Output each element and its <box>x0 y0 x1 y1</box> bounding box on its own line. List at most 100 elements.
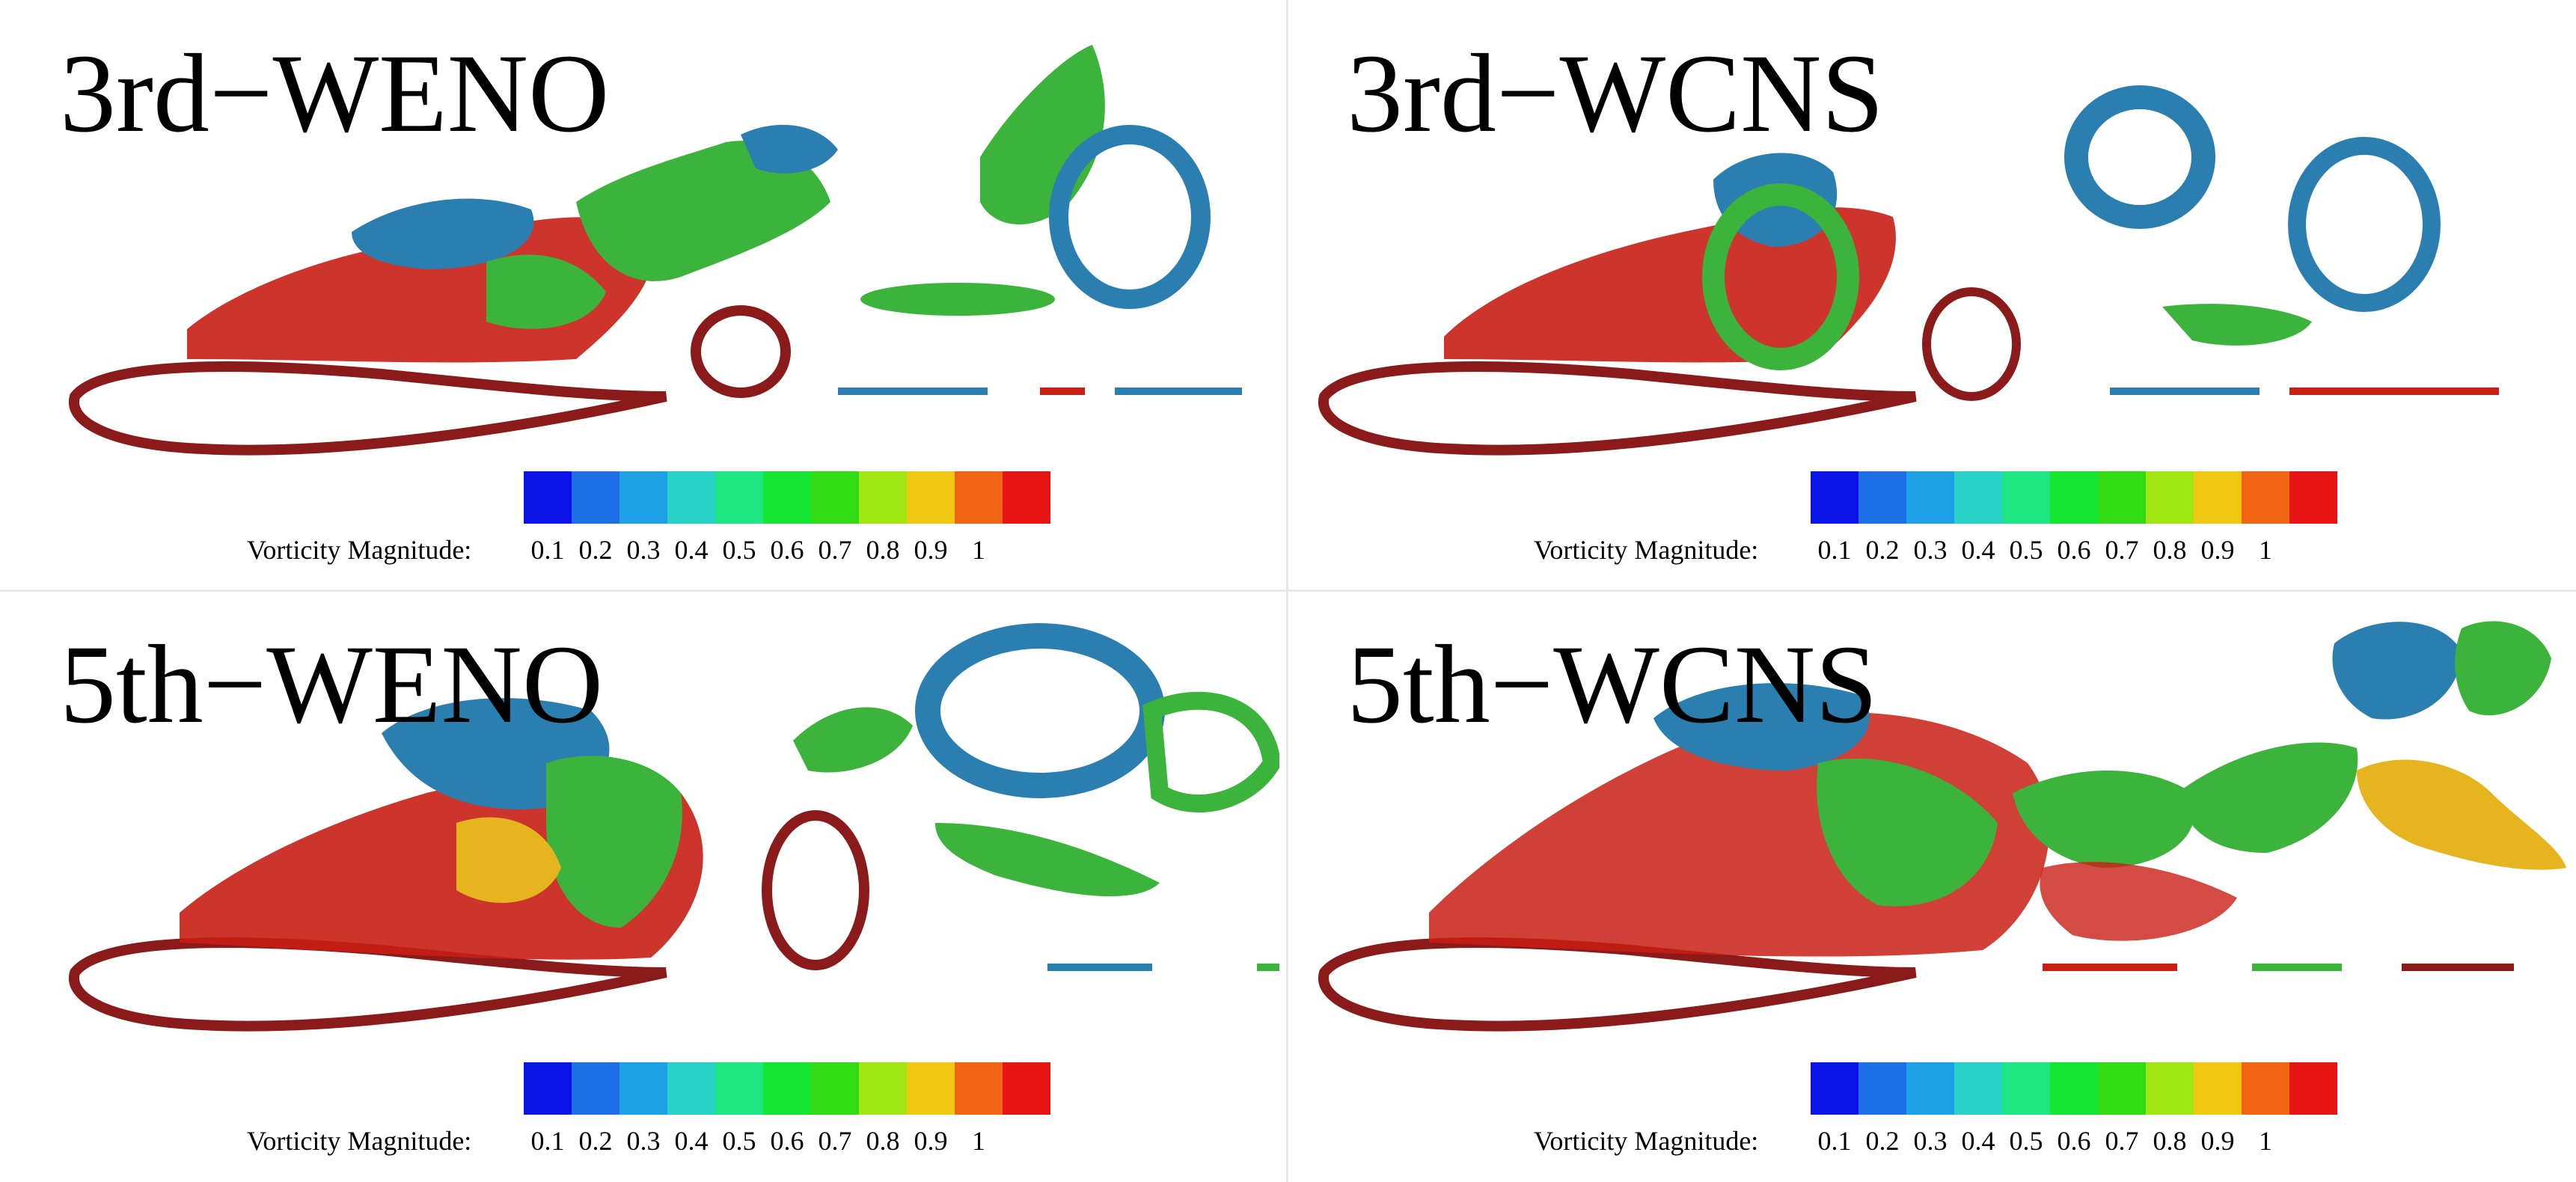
colorbar-tick: 0.1 <box>1817 1126 1852 1156</box>
vortex-blob <box>741 124 838 174</box>
wake-streak <box>2110 388 2260 395</box>
colorbar-tick: 0.8 <box>2153 535 2187 565</box>
colorbar-swatch <box>859 471 907 524</box>
colorbar-swatch <box>907 471 955 524</box>
vorticity-scene <box>68 623 1279 1032</box>
colorbar-tick: 0.4 <box>674 535 709 565</box>
colorbar-swatch <box>667 1062 715 1115</box>
colorbar-swatch <box>1858 471 1906 524</box>
colorbar-tick: 0.5 <box>722 1126 756 1156</box>
vortex-ring <box>915 623 1165 798</box>
panel-5th-weno: 5th−WENO Vorticity Magnitude: 0.1 0.2 0.… <box>7 598 1279 1175</box>
wake-streak <box>2252 964 2342 971</box>
colorbar-swatch <box>763 1062 811 1115</box>
colorbar-swatch <box>1811 471 1858 524</box>
colorbar-swatch <box>811 471 859 524</box>
colorbar-tick: 0.1 <box>1817 535 1852 565</box>
colorbar-tick: 0.9 <box>914 1126 948 1156</box>
colorbar-swatch <box>1906 1062 1954 1115</box>
vortex-blob <box>793 707 913 773</box>
colorbar-tick: 0.3 <box>1913 535 1948 565</box>
colorbar-swatch <box>1906 471 1954 524</box>
colorbar-labels: Vorticity Magnitude: 0.1 0.2 0.3 0.4 0.5… <box>1534 531 2289 569</box>
vortex-blob <box>2013 771 2195 868</box>
vortex-blob <box>576 141 830 281</box>
colorbar-swatch <box>572 471 619 524</box>
vortex-ring <box>691 305 791 398</box>
colorbar-swatch <box>524 471 572 524</box>
colorbar-swatch <box>2050 471 2098 524</box>
colorbar-swatch <box>1858 1062 1906 1115</box>
colorbar-tick: 0.4 <box>1961 535 1995 565</box>
colorbar-title: Vorticity Magnitude: <box>247 535 472 565</box>
wake-streak <box>2402 964 2514 971</box>
colorbar-tick: 0.6 <box>770 535 804 565</box>
colorbar-tick: 1 <box>972 1126 985 1156</box>
colorbar-tick: 0.8 <box>2153 1126 2187 1156</box>
colorbar-swatch <box>715 1062 763 1115</box>
panel-3rd-wcns: 3rd−WCNS Vorticity Magnitude: 0.1 0.2 0.… <box>1294 7 2566 584</box>
colorbar-labels: Vorticity Magnitude: 0.1 0.2 0.3 0.4 0.5… <box>1534 1122 2289 1160</box>
colorbar-swatch <box>811 1062 859 1115</box>
colorbar <box>524 471 1050 524</box>
colorbar-tick: 0.2 <box>1865 535 1900 565</box>
colorbar-tick: 0.3 <box>1913 1126 1948 1156</box>
vortex-sheet <box>860 283 1055 316</box>
colorbar-swatch <box>1954 471 2002 524</box>
vortex-ring <box>2288 137 2441 312</box>
colorbar-tick: 0.7 <box>818 535 852 565</box>
colorbar-swatch <box>1811 1062 1858 1115</box>
colorbar-swatch <box>667 471 715 524</box>
colorbar-title: Vorticity Magnitude: <box>1534 535 1759 565</box>
vortex-ring <box>2064 85 2215 229</box>
wake-streak <box>2289 388 2499 395</box>
colorbar-swatch <box>2242 471 2289 524</box>
colorbar-swatch <box>2146 471 2194 524</box>
colorbar-tick: 0.9 <box>2200 535 2235 565</box>
colorbar-tick: 0.5 <box>2009 535 2043 565</box>
colorbar-tick: 0.7 <box>818 1126 852 1156</box>
vortex-ring <box>1702 183 1859 370</box>
colorbar-swatch <box>2050 1062 2098 1115</box>
colorbar-tick: 0.2 <box>578 1126 613 1156</box>
colorbar-title: Vorticity Magnitude: <box>1534 1126 1759 1156</box>
colorbar-tick: 0.5 <box>722 535 756 565</box>
colorbar-tick: 0.6 <box>770 1126 804 1156</box>
vorticity-scene <box>68 45 1242 456</box>
colorbar-tick: 0.7 <box>2105 1126 2139 1156</box>
colorbar-swatch <box>2002 471 2050 524</box>
colorbar-swatch <box>859 1062 907 1115</box>
panel-3rd-weno: 3rd−WENO Vorticity Magnitude: 0.1 0.2 0.… <box>7 7 1279 584</box>
colorbar-swatch <box>2289 1062 2337 1115</box>
wake-streak <box>838 388 988 395</box>
colorbar-swatch <box>2098 471 2146 524</box>
airfoil <box>1318 361 1917 456</box>
colorbar-tick: 0.3 <box>626 535 661 565</box>
vortex-blob <box>1653 683 1870 771</box>
colorbar-labels: Vorticity Magnitude: 0.1 0.2 0.3 0.4 0.5… <box>247 1122 1003 1160</box>
colorbar-tick: 0.5 <box>2009 1126 2043 1156</box>
wake-streak <box>1115 388 1242 395</box>
colorbar-tick: 1 <box>2259 1126 2272 1156</box>
panel-title: 3rd−WENO <box>60 31 610 156</box>
colorbar-swatch <box>2098 1062 2146 1115</box>
colorbar-swatch <box>2289 471 2337 524</box>
vortex-blob <box>2357 759 2566 870</box>
vortex-blob <box>546 756 682 928</box>
vortex-blob <box>1817 758 1998 907</box>
vortex-blob <box>352 198 534 269</box>
colorbar-tick: 1 <box>972 535 985 565</box>
panel-title: 5th−WENO <box>60 622 604 747</box>
colorbar-swatch <box>955 1062 1003 1115</box>
colorbar-tick: 0.6 <box>2057 535 2091 565</box>
colorbar-swatch <box>572 1062 619 1115</box>
colorbar-swatch <box>2194 1062 2242 1115</box>
colorbar-swatch <box>2194 471 2242 524</box>
vortex-ring <box>1922 287 2021 401</box>
airfoil <box>68 361 667 456</box>
colorbar-tick: 0.2 <box>1865 1126 1900 1156</box>
colorbar-swatch <box>955 471 1003 524</box>
vorticity-scene <box>1318 621 2566 1032</box>
vortex-ring <box>1049 125 1211 309</box>
